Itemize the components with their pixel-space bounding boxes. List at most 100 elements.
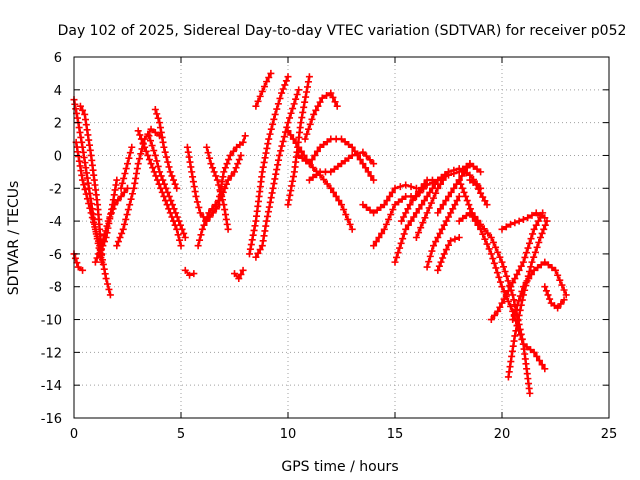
data-point xyxy=(114,197,122,205)
data-point xyxy=(509,316,517,324)
data-point xyxy=(303,83,311,91)
data-point xyxy=(245,250,253,258)
data-point xyxy=(458,172,466,180)
data-track xyxy=(305,148,378,184)
data-point xyxy=(261,154,269,162)
data-point xyxy=(232,164,240,172)
data-point xyxy=(527,263,535,271)
data-track xyxy=(145,132,189,241)
data-point xyxy=(83,195,91,203)
data-point xyxy=(490,259,498,267)
data-point xyxy=(453,197,461,205)
data-point xyxy=(278,89,286,97)
data-point xyxy=(181,234,189,241)
data-point xyxy=(151,106,159,114)
data-point xyxy=(205,209,213,217)
data-point xyxy=(134,160,142,168)
data-point xyxy=(560,296,568,304)
data-point xyxy=(345,154,353,162)
data-point xyxy=(196,209,204,217)
data-point xyxy=(477,225,485,233)
data-point xyxy=(340,206,348,214)
data-point xyxy=(439,254,447,262)
data-point xyxy=(292,95,300,103)
data-point xyxy=(195,203,203,211)
data-point xyxy=(97,246,105,254)
data-point xyxy=(348,151,356,159)
data-point xyxy=(260,232,268,240)
data-point xyxy=(509,279,517,287)
data-point xyxy=(130,184,138,192)
data-point xyxy=(71,254,79,262)
data-point xyxy=(123,211,131,219)
data-point xyxy=(518,335,526,343)
data-point xyxy=(256,92,264,100)
data-point xyxy=(348,225,356,233)
data-point xyxy=(279,137,287,145)
data-point xyxy=(406,201,414,209)
data-point xyxy=(295,86,303,94)
data-point xyxy=(479,230,487,238)
data-point xyxy=(308,156,316,164)
data-point xyxy=(175,217,183,225)
data-point xyxy=(127,195,135,203)
data-point xyxy=(382,220,390,228)
data-point xyxy=(185,153,193,161)
data-point xyxy=(252,102,260,110)
data-point xyxy=(106,291,114,299)
data-point xyxy=(81,159,89,167)
data-point xyxy=(154,162,162,170)
data-point xyxy=(425,258,433,266)
data-point xyxy=(487,316,495,324)
data-point xyxy=(524,244,532,252)
data-point xyxy=(311,151,319,159)
y-axis-title: SDTVAR / TECUs xyxy=(6,181,22,296)
data-point xyxy=(221,206,229,214)
data-point xyxy=(148,142,156,150)
data-point xyxy=(338,135,345,143)
data-point xyxy=(147,160,155,168)
data-point xyxy=(207,160,215,168)
data-point xyxy=(221,184,229,192)
data-point xyxy=(167,197,175,205)
data-point xyxy=(190,270,198,278)
data-point xyxy=(91,223,99,231)
data-point xyxy=(209,164,217,172)
data-point xyxy=(450,184,458,192)
data-point xyxy=(90,218,98,226)
data-point xyxy=(513,270,521,278)
data-point xyxy=(528,258,536,266)
data-point xyxy=(231,270,238,278)
data-point xyxy=(509,291,517,299)
data-point xyxy=(341,157,349,165)
data-point xyxy=(137,150,145,158)
data-point xyxy=(415,205,423,213)
data-point xyxy=(237,151,245,159)
data-point xyxy=(104,280,112,288)
data-point xyxy=(270,180,278,188)
data-point xyxy=(297,119,305,127)
data-point xyxy=(92,228,100,236)
data-point xyxy=(370,160,378,168)
data-point xyxy=(225,156,233,164)
data-point xyxy=(227,172,235,180)
data-point xyxy=(113,176,121,184)
data-point xyxy=(498,225,506,233)
data-point xyxy=(494,307,502,315)
data-point xyxy=(269,120,277,128)
data-point xyxy=(455,165,463,173)
data-point xyxy=(391,258,399,266)
data-point xyxy=(366,206,374,214)
data-point xyxy=(285,196,293,204)
data-point xyxy=(84,179,92,187)
data-point xyxy=(272,170,280,178)
data-point xyxy=(270,115,278,123)
data-point xyxy=(108,205,116,213)
x-tick-label: 15 xyxy=(387,427,404,442)
data-track xyxy=(434,234,463,274)
data-point xyxy=(102,234,110,241)
data-point xyxy=(128,143,136,151)
data-point xyxy=(247,241,255,249)
data-point xyxy=(274,161,282,169)
data-point xyxy=(74,148,82,156)
